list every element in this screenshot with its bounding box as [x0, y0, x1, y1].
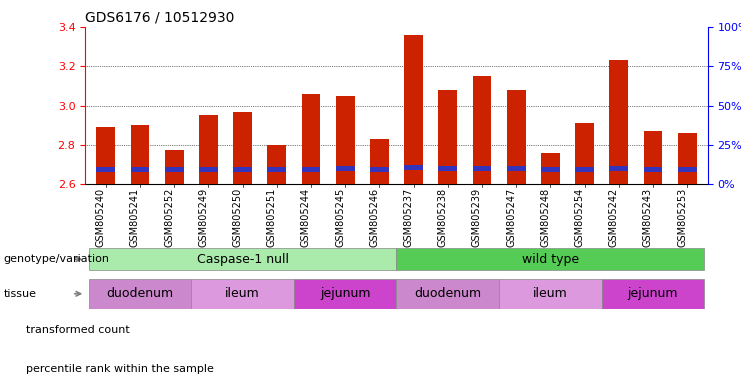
FancyBboxPatch shape [602, 279, 704, 308]
Text: tissue: tissue [4, 289, 37, 299]
Bar [507, 90, 525, 184]
Text: genotype/variation: genotype/variation [4, 254, 110, 264]
Text: GSM805245: GSM805245 [335, 187, 345, 247]
Bar [643, 131, 662, 184]
Bar [130, 167, 150, 172]
Text: GSM805249: GSM805249 [199, 187, 208, 247]
Bar [302, 94, 320, 184]
Bar [96, 167, 115, 172]
Bar [439, 90, 457, 184]
Text: GSM805240: GSM805240 [96, 187, 106, 247]
Text: duodenum: duodenum [414, 287, 482, 300]
Text: percentile rank within the sample: percentile rank within the sample [26, 364, 214, 374]
Text: GSM805244: GSM805244 [301, 187, 311, 247]
Text: jejunum: jejunum [628, 287, 678, 300]
Text: ileum: ileum [225, 287, 260, 300]
Text: GSM805248: GSM805248 [540, 187, 551, 247]
Bar [609, 60, 628, 184]
Bar [541, 167, 559, 172]
Text: GSM805238: GSM805238 [438, 187, 448, 247]
Bar [268, 145, 286, 184]
Bar [130, 125, 150, 184]
Bar [233, 167, 252, 172]
Text: GDS6176 / 10512930: GDS6176 / 10512930 [85, 10, 235, 24]
Text: ileum: ileum [533, 287, 568, 300]
Bar [404, 165, 423, 170]
Bar [541, 153, 559, 184]
Text: GSM805241: GSM805241 [130, 187, 140, 247]
Text: Caspase-1 null: Caspase-1 null [196, 253, 288, 266]
Bar [575, 123, 594, 184]
Bar [370, 167, 389, 172]
FancyBboxPatch shape [89, 279, 191, 308]
Bar [507, 166, 525, 171]
Text: GSM805253: GSM805253 [677, 187, 687, 247]
Text: GSM805243: GSM805243 [643, 187, 653, 247]
Bar [575, 167, 594, 172]
FancyBboxPatch shape [294, 279, 396, 308]
Bar [165, 167, 184, 172]
Bar [233, 111, 252, 184]
FancyBboxPatch shape [396, 248, 704, 270]
FancyBboxPatch shape [499, 279, 602, 308]
Text: GSM805247: GSM805247 [506, 187, 516, 247]
Text: GSM805254: GSM805254 [574, 187, 585, 247]
Text: GSM805246: GSM805246 [369, 187, 379, 247]
Text: GSM805251: GSM805251 [267, 187, 276, 247]
Bar [473, 76, 491, 184]
Text: GSM805237: GSM805237 [404, 187, 413, 247]
Text: GSM805242: GSM805242 [609, 187, 619, 247]
Bar [439, 166, 457, 171]
Text: jejunum: jejunum [320, 287, 370, 300]
Bar [165, 150, 184, 184]
Bar [199, 167, 218, 172]
Bar [370, 139, 389, 184]
Text: wild type: wild type [522, 253, 579, 266]
FancyBboxPatch shape [191, 279, 294, 308]
Bar [609, 166, 628, 171]
Bar [336, 166, 354, 171]
Bar [643, 167, 662, 172]
Text: GSM805250: GSM805250 [233, 187, 242, 247]
Bar [302, 167, 320, 172]
Bar [678, 167, 697, 172]
Bar [199, 116, 218, 184]
Bar [678, 133, 697, 184]
FancyBboxPatch shape [89, 248, 396, 270]
Bar [336, 96, 354, 184]
Bar [404, 35, 423, 184]
Text: GSM805239: GSM805239 [472, 187, 482, 247]
Text: GSM805252: GSM805252 [165, 187, 174, 247]
Text: transformed count: transformed count [26, 325, 130, 335]
Bar [268, 167, 286, 172]
Bar [473, 166, 491, 171]
Bar [96, 127, 115, 184]
Text: duodenum: duodenum [107, 287, 173, 300]
FancyBboxPatch shape [396, 279, 499, 308]
